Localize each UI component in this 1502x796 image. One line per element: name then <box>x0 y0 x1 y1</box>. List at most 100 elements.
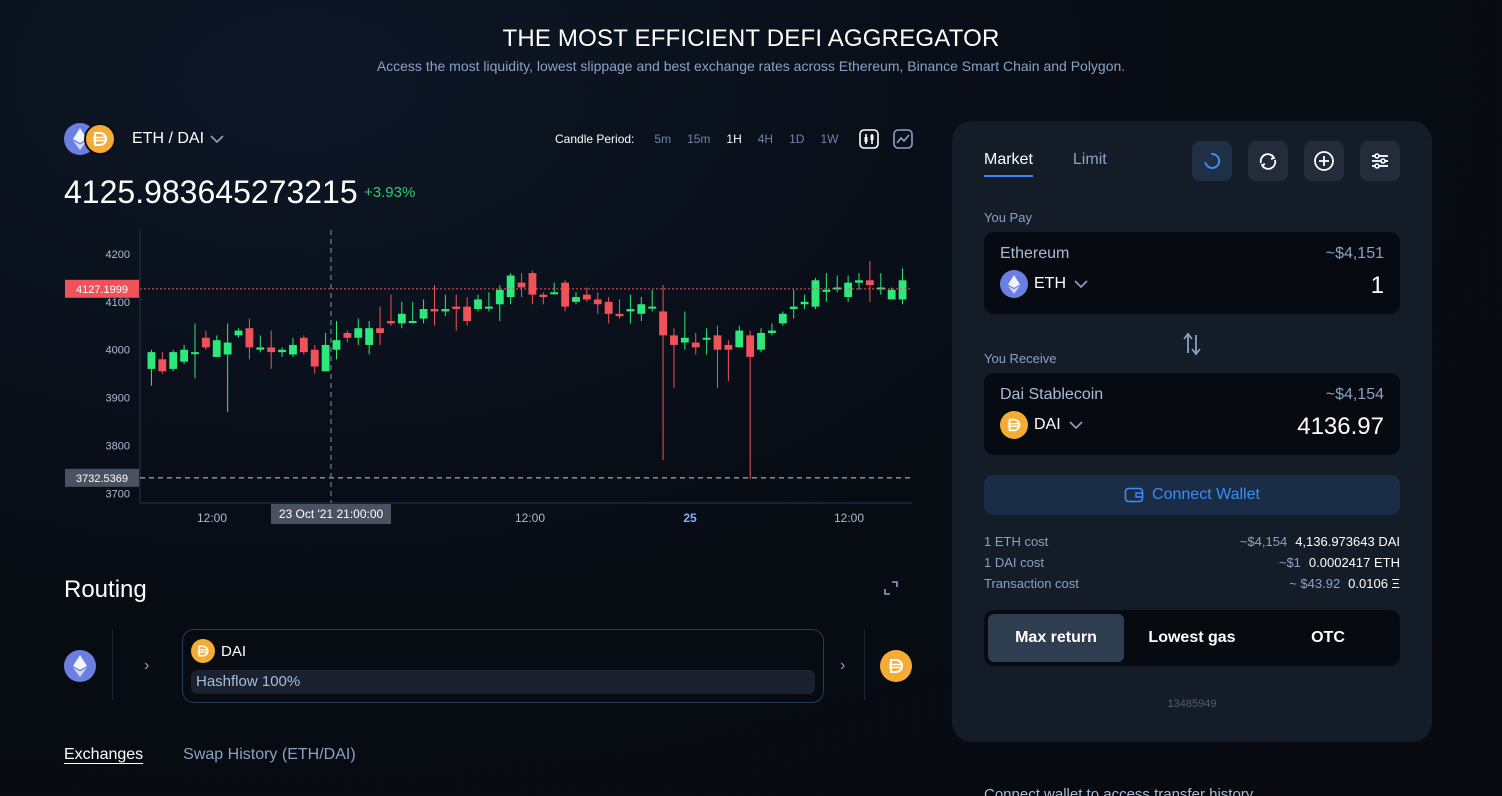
candle-body <box>670 335 678 345</box>
dai-icon <box>1000 411 1028 439</box>
route-exchange-share: Hashflow 100% <box>191 670 815 694</box>
refresh-icon[interactable] <box>1192 141 1232 181</box>
settings-sliders-icon[interactable] <box>1360 141 1400 181</box>
candle-body <box>474 299 482 310</box>
candle-body <box>680 337 689 343</box>
cost-value: 0.0106 Ξ <box>1348 576 1400 591</box>
candle-body <box>299 337 308 353</box>
cost-usd: ~ $43.92 <box>1289 576 1341 591</box>
line-chart-icon[interactable] <box>892 128 914 150</box>
current-price-marker-bg <box>65 279 139 298</box>
receive-token-name: Dai Stablecoin <box>1000 386 1104 403</box>
candle-body <box>278 349 286 353</box>
candle-body <box>430 309 439 312</box>
add-token-icon[interactable] <box>1304 141 1344 181</box>
current-price: 4125.983645273215 <box>64 174 358 210</box>
mode-max-return[interactable]: Max return <box>988 614 1124 662</box>
crosshair-time-marker-bg <box>271 504 391 524</box>
candle-body <box>648 306 657 309</box>
pay-amount-input[interactable]: 1 <box>1370 272 1384 299</box>
mode-lowest-gas[interactable]: Lowest gas <box>1148 629 1236 646</box>
tab-market[interactable]: Market <box>984 151 1033 177</box>
y-tick-label: 3700 <box>106 488 130 500</box>
current-price-marker: 4127.1999 <box>76 284 128 296</box>
expand-icon[interactable] <box>884 581 898 600</box>
period-1d[interactable]: 1D <box>789 132 805 146</box>
switch-direction-icon[interactable] <box>1180 331 1204 362</box>
dai-icon <box>191 639 215 663</box>
candle-body <box>201 337 210 348</box>
candle-body <box>778 313 787 324</box>
period-15m[interactable]: 15m <box>687 132 711 146</box>
tab-swap-history[interactable]: Swap History (ETH/DAI) <box>183 746 356 763</box>
candle-body <box>865 280 874 286</box>
transaction-cost-row: Transaction cost ~ $43.92 0.0106 Ξ <box>984 576 1400 591</box>
candle-body <box>702 337 711 340</box>
pay-token-name: Ethereum <box>1000 245 1070 262</box>
mode-otc[interactable]: OTC <box>1311 629 1345 646</box>
y-tick-label: 4000 <box>106 345 130 357</box>
eth-cost-row: 1 ETH cost ~$4,154 4,136.973643 DAI <box>984 534 1400 549</box>
y-tick-label: 3800 <box>106 441 130 453</box>
candle-body <box>223 342 232 355</box>
y-tick-label: 4200 <box>106 249 130 261</box>
price-chart[interactable]: 4200 4100 4000 3900 3800 3700 12:00 12:00 25 12:0… <box>60 225 920 535</box>
crosshair-time-marker: 23 Oct '21 21:00:00 <box>279 507 384 521</box>
pair-label: ETH / DAI <box>132 130 205 147</box>
candle-body <box>713 335 722 350</box>
candle-body <box>506 275 515 298</box>
candle-body <box>158 359 167 372</box>
eth-icon <box>1000 270 1028 298</box>
cost-usd: ~$1 <box>1278 555 1301 570</box>
candle-body <box>517 282 526 288</box>
candlestick-chart-icon[interactable] <box>858 128 880 150</box>
candle-body <box>550 292 559 295</box>
candle-body <box>844 282 853 298</box>
candle-body <box>212 340 221 357</box>
candle-body <box>191 352 199 355</box>
routing-mode-selector: Max return Lowest gas OTC <box>984 610 1400 666</box>
candle-body <box>408 321 417 323</box>
candle-body <box>419 309 428 319</box>
block-number: 13485949 <box>1167 698 1217 710</box>
y-tick-label: 3900 <box>106 393 130 405</box>
swap-route-icon[interactable] <box>1248 141 1288 181</box>
candle-body <box>180 349 189 362</box>
connect-wallet-label: Connect Wallet <box>1152 486 1260 503</box>
candle-body <box>343 332 352 338</box>
candle-body <box>267 347 276 353</box>
candle-body <box>855 280 863 283</box>
candle-body <box>169 352 178 369</box>
y-tick-label: 4100 <box>106 297 130 309</box>
candle-body <box>746 335 755 357</box>
candle-body <box>898 280 907 300</box>
period-1w[interactable]: 1W <box>820 132 839 146</box>
period-4h[interactable]: 4H <box>757 132 774 146</box>
connect-wallet-button[interactable]: Connect Wallet <box>984 475 1400 515</box>
you-receive-label: You Receive <box>984 351 1057 366</box>
candle-body <box>768 330 776 333</box>
candle-body <box>245 328 254 348</box>
pay-token-symbol: ETH <box>1034 275 1066 292</box>
receive-token-selector[interactable]: DAI <box>1000 411 1083 439</box>
x-tick-label: 25 <box>683 511 697 525</box>
candle-body <box>452 306 461 310</box>
routing-title: Routing <box>64 576 147 603</box>
candle-body <box>604 301 613 314</box>
period-1h[interactable]: 1H <box>726 132 742 146</box>
receive-box: Dai Stablecoin ~$4,154 DAI 4136.97 <box>984 373 1400 455</box>
candle-body <box>637 304 646 314</box>
pair-selector[interactable]: ETH / DAI <box>64 123 224 155</box>
chevron-down-icon <box>210 134 224 144</box>
swap-panel: Market Limit You Pay Ethereum ~$4,151 ET… <box>952 121 1432 742</box>
route-token: DAI <box>221 642 247 660</box>
tab-limit[interactable]: Limit <box>1072 151 1107 168</box>
tab-exchanges[interactable]: Exchanges <box>64 746 144 763</box>
price-change: +3.93% <box>364 184 416 201</box>
pay-token-selector[interactable]: ETH <box>1000 270 1088 298</box>
period-5m[interactable]: 5m <box>654 132 672 146</box>
candle-body <box>659 311 667 336</box>
candle-body <box>463 306 472 321</box>
dai-icon <box>84 123 116 155</box>
x-tick-label: 12:00 <box>834 511 864 525</box>
